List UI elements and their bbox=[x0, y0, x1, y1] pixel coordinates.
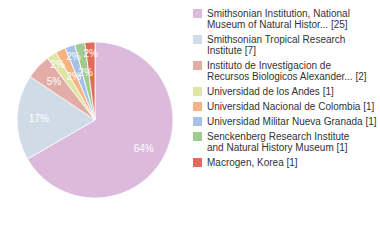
slice-label: 2% bbox=[66, 51, 81, 62]
legend-label: Instituto de Investigacion deRecursos Bi… bbox=[207, 60, 367, 82]
legend-swatch bbox=[193, 132, 202, 141]
legend-swatch bbox=[193, 61, 202, 70]
legend-label: Universidad Nacional de Colombia [1] bbox=[207, 101, 375, 112]
legend-label: Smithsonian Tropical ResearchInstitute [… bbox=[207, 34, 345, 56]
slice-label: 5% bbox=[47, 76, 62, 87]
legend-swatch bbox=[193, 158, 202, 167]
slice-label: 2% bbox=[78, 67, 93, 78]
legend-label: Universidad Militar Nueva Granada [1] bbox=[207, 116, 377, 127]
legend-swatch bbox=[193, 35, 202, 44]
legend-label: Senckenberg Research Instituteand Natura… bbox=[207, 131, 350, 153]
legend-label: Smithsonian Institution, NationalMuseum … bbox=[207, 8, 350, 30]
slice-label: 17% bbox=[29, 113, 49, 124]
slice-labels: 64%17%5%2%2%2%2%2% bbox=[29, 48, 154, 154]
slices bbox=[17, 42, 173, 198]
chart: 64%17%5%2%2%2%2%2%Smithsonian Institutio… bbox=[0, 0, 380, 240]
legend-swatch bbox=[193, 87, 202, 96]
legend-label: Universidad de los Andes [1] bbox=[207, 86, 334, 97]
legend-swatch bbox=[193, 102, 202, 111]
legend-swatch bbox=[193, 117, 202, 126]
legend-label: Macrogen, Korea [1] bbox=[207, 157, 298, 168]
legend: Smithsonian Institution, NationalMuseum … bbox=[193, 8, 377, 168]
slice-label: 2% bbox=[51, 59, 66, 70]
slice-label: 2% bbox=[83, 48, 98, 59]
slice-label: 64% bbox=[134, 143, 154, 154]
legend-swatch bbox=[193, 9, 202, 18]
